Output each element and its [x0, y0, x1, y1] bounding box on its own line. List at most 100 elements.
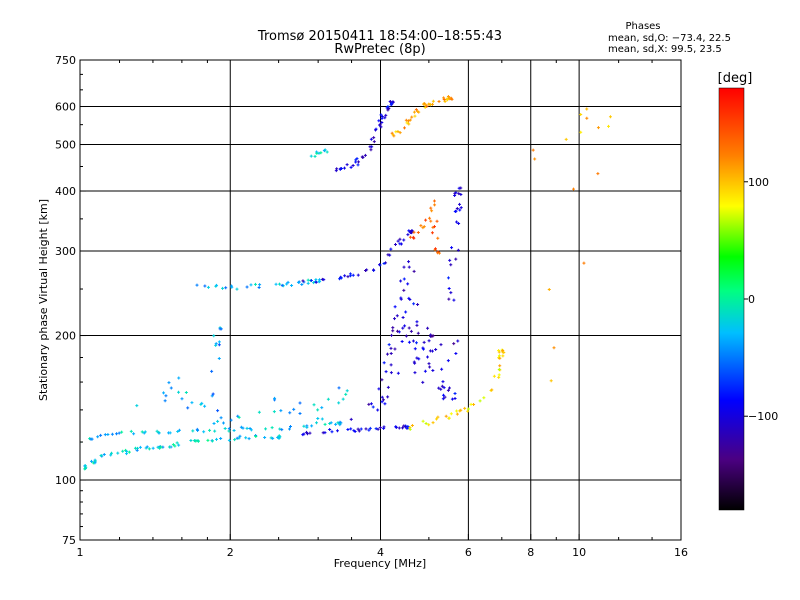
data-point: [127, 450, 131, 454]
data-point: [405, 121, 409, 125]
data-point: [412, 360, 416, 364]
colorbar-label: [deg]: [718, 71, 753, 86]
data-point: [450, 246, 454, 250]
data-point: [203, 404, 207, 408]
chart-subtitle: RwPretec (8p): [334, 42, 425, 57]
data-point: [442, 386, 446, 390]
data-point: [229, 418, 233, 422]
data-point: [93, 460, 97, 464]
data-point: [219, 436, 223, 440]
data-point: [490, 388, 494, 392]
data-point: [133, 446, 137, 450]
data-point: [279, 409, 283, 413]
data-point: [125, 452, 129, 456]
data-point: [253, 282, 257, 286]
data-point: [394, 425, 398, 429]
data-point: [427, 339, 431, 343]
y-axis-label: Stationary phase Virtual Height [km]: [37, 199, 50, 401]
data-point: [447, 416, 451, 420]
data-point: [380, 378, 384, 382]
data-point: [91, 461, 95, 465]
data-point: [450, 397, 454, 401]
colorbar-tick-label: 0: [748, 293, 755, 306]
data-point: [382, 262, 386, 266]
data-point: [356, 273, 360, 277]
data-point: [344, 392, 348, 396]
x-tick-label: 6: [465, 546, 472, 559]
data-point: [410, 423, 414, 427]
data-point: [338, 277, 342, 281]
data-point: [402, 126, 406, 130]
data-point: [312, 403, 316, 407]
data-point: [164, 394, 168, 398]
y-tick-label: 200: [55, 330, 76, 343]
data-point: [378, 426, 382, 430]
data-point: [446, 94, 450, 98]
data-point: [177, 376, 181, 380]
data-point: [346, 275, 350, 279]
data-point: [323, 422, 327, 426]
data-point: [427, 423, 431, 427]
data-point: [446, 276, 450, 280]
data-point: [453, 209, 457, 213]
data-point: [200, 401, 204, 405]
data-point: [322, 278, 326, 282]
data-point: [455, 206, 459, 210]
data-point: [177, 443, 181, 447]
data-point: [452, 342, 456, 346]
data-point: [402, 238, 406, 242]
data-point: [389, 103, 393, 107]
data-point: [424, 103, 428, 107]
data-point: [383, 402, 387, 406]
data-point: [399, 279, 403, 283]
data-point: [245, 426, 249, 430]
data-point: [410, 115, 414, 119]
data-point: [147, 447, 151, 451]
data-point: [219, 416, 223, 420]
data-point: [397, 330, 401, 334]
data-point: [434, 348, 438, 352]
data-point: [168, 431, 172, 435]
data-point: [406, 233, 410, 237]
data-point: [216, 419, 220, 423]
data-point: [389, 371, 393, 375]
data-point: [278, 282, 282, 286]
data-point: [431, 334, 435, 338]
data-point: [177, 390, 181, 394]
data-point: [376, 427, 380, 431]
data-point: [406, 119, 410, 123]
x-tick-label: 1: [77, 546, 84, 559]
data-point: [443, 395, 447, 399]
data-point: [423, 369, 427, 373]
axis-ticks: 1 2 4 6 8 10 16 75 100 200 300 400 500 600 750: [55, 54, 688, 559]
data-point: [206, 438, 210, 442]
data-point: [429, 206, 433, 210]
data-point: [596, 126, 600, 130]
data-point: [318, 278, 322, 282]
data-point: [379, 113, 383, 117]
data-point: [386, 395, 390, 399]
data-point: [235, 287, 239, 291]
data-point: [298, 401, 302, 405]
data-point: [413, 347, 417, 351]
data-point: [466, 407, 470, 411]
data-point: [385, 352, 389, 356]
data-point: [305, 425, 309, 429]
data-point: [321, 431, 325, 435]
data-point: [497, 354, 501, 358]
data-point: [408, 298, 412, 302]
data-point: [384, 370, 388, 374]
data-point: [274, 282, 278, 286]
data-point: [159, 445, 163, 449]
data-point: [402, 265, 406, 269]
data-point: [453, 397, 457, 401]
data-point: [290, 283, 294, 287]
data-point: [393, 243, 397, 247]
data-point: [338, 420, 342, 424]
data-point: [376, 408, 380, 412]
data-point: [428, 103, 432, 107]
data-point: [429, 219, 433, 223]
data-point: [346, 427, 350, 431]
data-point: [458, 208, 462, 212]
data-point: [272, 410, 276, 414]
